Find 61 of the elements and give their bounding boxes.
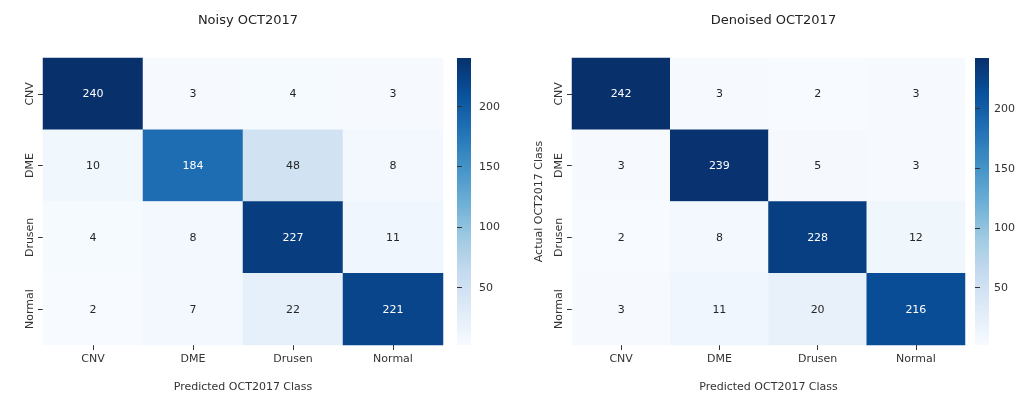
data-label: 216 — [905, 302, 927, 316]
chart-title: Denoised OCT2017 — [710, 12, 837, 27]
data-label: 10 — [86, 159, 100, 173]
x-tick-label: CNV — [609, 352, 634, 365]
x-tick-label: CNV — [81, 352, 106, 365]
x-tick-label: Drusen — [797, 352, 838, 365]
data-label: 11 — [386, 230, 400, 244]
data-label: 221 — [382, 302, 404, 316]
data-label: 228 — [807, 230, 829, 244]
data-label: 227 — [282, 230, 304, 244]
color-bar-label: 50 — [479, 280, 493, 294]
chart-title: Noisy OCT2017 — [197, 12, 299, 27]
y-tick-label: CNV — [23, 81, 36, 106]
data-label: 3 — [617, 159, 625, 173]
y-tick-label: Drusen — [23, 217, 36, 258]
data-label: 5 — [814, 159, 822, 173]
data-label: 239 — [708, 159, 730, 173]
data-label: 11 — [712, 302, 727, 316]
data-label: 3 — [912, 159, 920, 173]
data-label: 48 — [286, 159, 300, 173]
y-axis-title: Actual OCT2017 Class — [532, 140, 545, 263]
data-label: 12 — [908, 230, 923, 244]
data-label: 3 — [389, 87, 397, 101]
data-label: 20 — [810, 302, 825, 316]
x-tick-label: Normal — [895, 352, 936, 365]
x-axis-title: Predicted OCT2017 Class — [699, 380, 839, 393]
x-tick-label: DME — [180, 352, 206, 365]
color-bar-label: 100 — [994, 221, 1015, 235]
color-bar-label: 200 — [479, 99, 500, 113]
x-tick-label: Normal — [373, 352, 413, 365]
color-bar-label: 150 — [479, 160, 500, 174]
x-axis-title: Predicted OCT2017 Class — [173, 380, 313, 393]
y-tick-label: DME — [552, 153, 565, 179]
data-label: 8 — [389, 159, 397, 173]
y-tick-label: Normal — [23, 289, 36, 330]
data-label: 3 — [715, 87, 723, 101]
data-label: 2 — [814, 87, 822, 101]
y-tick-label: DME — [23, 153, 36, 179]
data-label: 184 — [182, 159, 204, 173]
data-label: 240 — [82, 87, 104, 101]
data-label: 3 — [912, 87, 920, 101]
data-label: 7 — [189, 302, 197, 316]
color-bar-label: 150 — [994, 161, 1015, 175]
data-label: 4 — [89, 230, 97, 244]
color-bar-label: 50 — [994, 281, 1008, 295]
data-label: 3 — [189, 87, 197, 101]
y-tick-label: Drusen — [552, 217, 565, 258]
data-label: 242 — [610, 87, 632, 101]
data-label: 22 — [286, 302, 300, 316]
color-bar-label: 100 — [479, 220, 500, 234]
color-bar-label: 200 — [994, 101, 1015, 115]
data-label: 2 — [89, 302, 97, 316]
y-tick-label: CNV — [552, 81, 565, 106]
data-label: 8 — [715, 230, 723, 244]
data-label: 8 — [189, 230, 197, 244]
data-label: 2 — [617, 230, 625, 244]
data-label: 4 — [289, 87, 297, 101]
y-tick-label: Normal — [552, 289, 565, 330]
x-tick-label: DME — [706, 352, 732, 365]
x-tick-label: Drusen — [273, 352, 313, 365]
data-label: 3 — [617, 302, 625, 316]
